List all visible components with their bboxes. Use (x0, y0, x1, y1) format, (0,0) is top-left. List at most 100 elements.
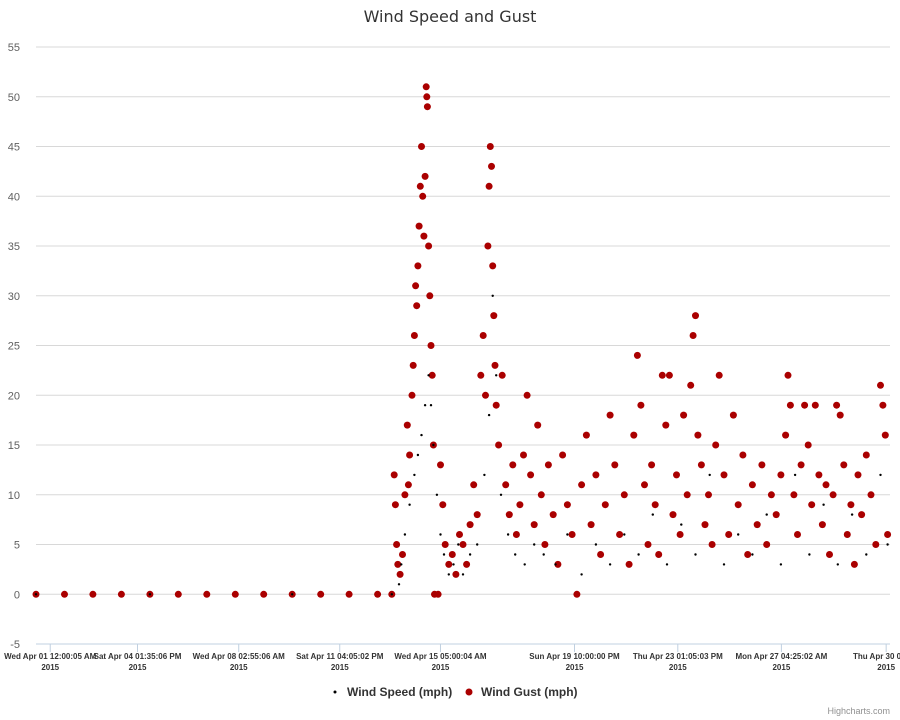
speed-point[interactable] (765, 513, 768, 516)
speed-point[interactable] (403, 533, 407, 536)
gust-point[interactable] (466, 521, 474, 529)
gust-point[interactable] (633, 351, 641, 359)
gust-point[interactable] (345, 590, 353, 598)
gust-point[interactable] (801, 401, 809, 409)
gust-point[interactable] (720, 471, 728, 479)
gust-point[interactable] (836, 411, 844, 419)
gust-point[interactable] (744, 551, 752, 558)
gust-point[interactable] (826, 551, 833, 558)
speed-point[interactable] (408, 503, 411, 506)
gust-point[interactable] (665, 371, 673, 379)
gust-point[interactable] (877, 381, 884, 389)
gust-point[interactable] (421, 172, 429, 180)
gust-point[interactable] (498, 371, 506, 379)
gust-point[interactable] (655, 551, 663, 558)
gust-point[interactable] (879, 401, 887, 409)
gust-point[interactable] (413, 302, 421, 310)
legend-item-wind-speed[interactable]: Wind Speed (mph) (333, 685, 453, 699)
speed-point[interactable] (413, 473, 416, 477)
gust-point[interactable] (758, 461, 766, 469)
gust-point[interactable] (425, 242, 433, 250)
gust-point[interactable] (662, 421, 670, 429)
gust-point[interactable] (374, 590, 382, 598)
gust-point[interactable] (428, 371, 436, 379)
speed-point[interactable] (665, 563, 669, 566)
gust-point[interactable] (505, 511, 513, 519)
speed-point[interactable] (452, 563, 455, 566)
speed-point[interactable] (506, 533, 510, 536)
gust-point[interactable] (815, 471, 823, 479)
gust-point[interactable] (578, 481, 586, 489)
gust-point[interactable] (811, 401, 819, 409)
gust-point[interactable] (592, 471, 600, 479)
gust-point[interactable] (61, 590, 68, 598)
gust-point[interactable] (673, 471, 680, 479)
gust-point[interactable] (470, 481, 478, 489)
speed-point[interactable] (694, 553, 697, 556)
gust-point[interactable] (419, 192, 427, 200)
speed-point[interactable] (623, 533, 626, 536)
gust-point[interactable] (491, 361, 499, 369)
speed-point[interactable] (397, 583, 401, 586)
gust-point[interactable] (490, 312, 498, 320)
wind-gust-series[interactable] (32, 83, 892, 598)
speed-point[interactable] (423, 404, 427, 407)
speed-point[interactable] (737, 533, 740, 536)
speed-point[interactable] (751, 553, 754, 556)
gust-point[interactable] (452, 570, 460, 578)
speed-point[interactable] (291, 593, 294, 596)
gust-point[interactable] (582, 431, 590, 439)
gust-point[interactable] (763, 541, 771, 548)
gust-point[interactable] (597, 551, 605, 558)
gust-point[interactable] (512, 531, 520, 538)
gust-point[interactable] (488, 162, 495, 170)
gust-point[interactable] (772, 511, 780, 519)
gust-point[interactable] (804, 441, 812, 449)
gust-point[interactable] (423, 93, 431, 101)
gust-point[interactable] (479, 332, 487, 339)
gust-point[interactable] (459, 541, 467, 548)
speed-point[interactable] (651, 513, 654, 516)
gust-point[interactable] (790, 491, 798, 499)
gust-point[interactable] (416, 182, 424, 190)
speed-point[interactable] (435, 493, 439, 496)
speed-point[interactable] (420, 433, 423, 437)
gust-point[interactable] (489, 262, 497, 270)
gust-point[interactable] (881, 431, 889, 439)
speed-point[interactable] (879, 473, 882, 477)
gust-point[interactable] (620, 491, 628, 499)
gust-point[interactable] (445, 560, 453, 568)
gust-point[interactable] (520, 451, 527, 459)
gust-point[interactable] (644, 541, 652, 548)
speed-point[interactable] (499, 493, 503, 496)
gust-point[interactable] (616, 531, 624, 538)
gust-point[interactable] (439, 501, 447, 509)
gust-point[interactable] (418, 143, 425, 150)
gust-point[interactable] (734, 501, 742, 509)
gust-point[interactable] (587, 521, 595, 529)
speed-point[interactable] (34, 593, 38, 596)
gust-point[interactable] (527, 471, 535, 479)
speed-point[interactable] (468, 553, 472, 556)
gust-point[interactable] (414, 262, 422, 270)
speed-point[interactable] (148, 593, 152, 596)
gust-point[interactable] (420, 232, 428, 240)
gust-point[interactable] (658, 371, 666, 379)
speed-point[interactable] (779, 563, 783, 566)
speed-point[interactable] (886, 543, 889, 546)
gust-point[interactable] (862, 451, 870, 459)
gust-point[interactable] (794, 531, 801, 538)
gust-point[interactable] (797, 461, 805, 469)
gust-point[interactable] (784, 371, 792, 379)
gust-point[interactable] (412, 282, 420, 290)
speed-point[interactable] (566, 533, 569, 536)
gust-point[interactable] (715, 371, 723, 379)
speed-point[interactable] (850, 513, 854, 516)
gust-point[interactable] (705, 491, 712, 499)
speed-point[interactable] (822, 503, 825, 506)
speed-point[interactable] (514, 553, 517, 556)
gust-point[interactable] (767, 491, 775, 499)
gust-point[interactable] (403, 421, 411, 429)
gust-point[interactable] (563, 501, 571, 509)
gust-point[interactable] (486, 143, 494, 150)
